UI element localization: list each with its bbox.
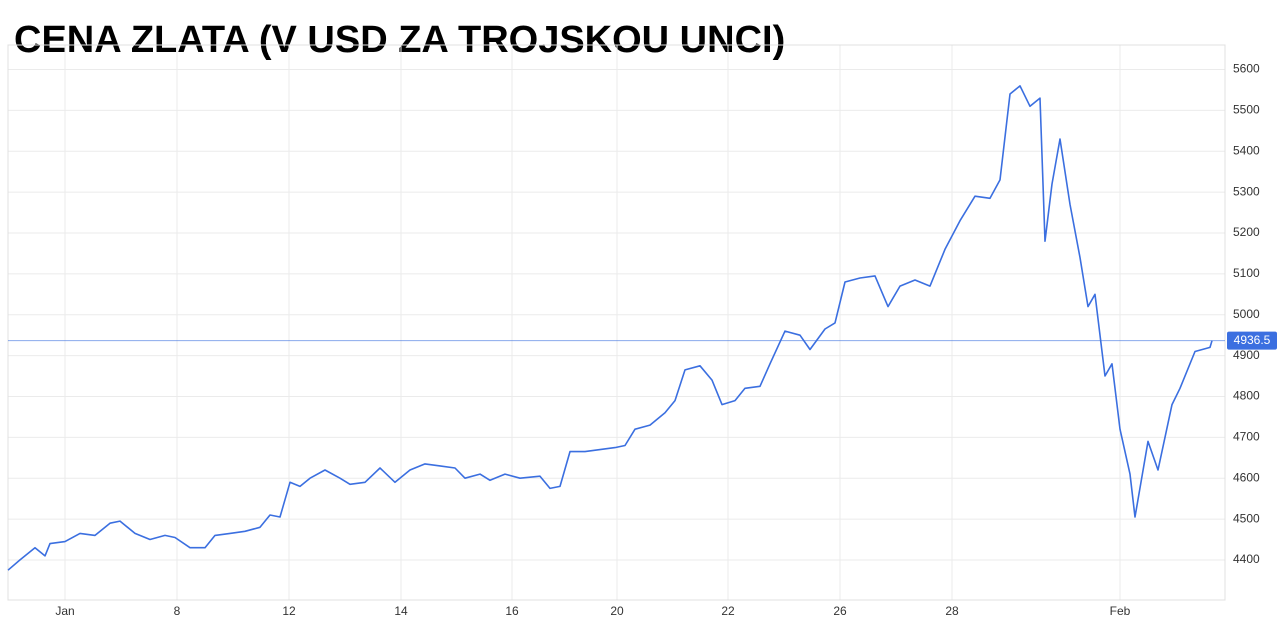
x-tick-label: Jan xyxy=(55,604,74,618)
x-tick-label: Feb xyxy=(1110,604,1131,618)
price-line xyxy=(7,85,1213,571)
y-tick-label: 5100 xyxy=(1233,266,1260,280)
x-tick-label: 26 xyxy=(833,604,847,618)
y-tick-label: 5200 xyxy=(1233,225,1260,239)
y-tick-label: 4800 xyxy=(1233,389,1260,403)
y-tick-label: 5500 xyxy=(1233,103,1260,117)
y-tick-label: 4600 xyxy=(1233,470,1260,484)
y-tick-label: 5300 xyxy=(1233,184,1260,198)
y-tick-label: 4500 xyxy=(1233,511,1260,525)
y-tick-label: 4400 xyxy=(1233,552,1260,566)
x-tick-label: 28 xyxy=(945,604,959,618)
y-tick-label: 5600 xyxy=(1233,62,1260,76)
last-price-label: 4936.5 xyxy=(1234,333,1271,347)
x-tick-label: 22 xyxy=(721,604,735,618)
last-price-badge xyxy=(1227,331,1277,350)
x-tick-label: 14 xyxy=(394,604,408,618)
x-tick-label: 16 xyxy=(505,604,519,618)
x-tick-label: 20 xyxy=(610,604,624,618)
y-tick-label: 5400 xyxy=(1233,143,1260,157)
y-tick-label: 4900 xyxy=(1233,348,1260,362)
x-tick-label: 12 xyxy=(282,604,296,618)
chart-title: CENA ZLATA (V USD ZA TROJSKOU UNCI) xyxy=(14,19,785,61)
y-tick-label: 4700 xyxy=(1233,430,1260,444)
x-tick-label: 8 xyxy=(174,604,181,618)
y-tick-label: 5000 xyxy=(1233,307,1260,321)
plot-frame xyxy=(7,44,1226,601)
